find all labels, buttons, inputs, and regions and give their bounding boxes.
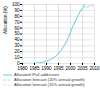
svg-text:2010: 2010 — [89, 66, 100, 71]
svg-text:80: 80 — [14, 14, 20, 19]
html-text:Allocation forecast (15% annua: Allocation forecast (15% annual growth) — [14, 82, 85, 87]
svg-text:1985: 1985 — [29, 66, 40, 71]
html-text:Allocation forecast (20% annua: Allocation forecast (20% annual growth) — [14, 77, 85, 82]
svg-text:60: 60 — [14, 26, 20, 31]
svg-text:Allocation (%): Allocation (%) — [3, 6, 8, 34]
svg-text:1990: 1990 — [41, 66, 52, 71]
svg-text:2000: 2000 — [65, 66, 76, 71]
svg-text:0: 0 — [17, 60, 20, 66]
svg-text:10: 10 — [14, 55, 20, 60]
svg-text:20: 20 — [14, 49, 20, 54]
svg-text:1980: 1980 — [17, 66, 28, 71]
svg-text:2005: 2005 — [77, 66, 88, 71]
svg-text:70: 70 — [14, 20, 20, 25]
svg-text:50: 50 — [14, 31, 20, 36]
svg-text:30: 30 — [14, 43, 20, 48]
svg-text:90: 90 — [14, 8, 20, 13]
svg-text:1995: 1995 — [53, 66, 64, 71]
html-text:Allocated IPv4 addresses: Allocated IPv4 addresses — [14, 72, 60, 77]
svg-text:100: 100 — [12, 2, 20, 7]
svg-text:40: 40 — [14, 37, 20, 42]
